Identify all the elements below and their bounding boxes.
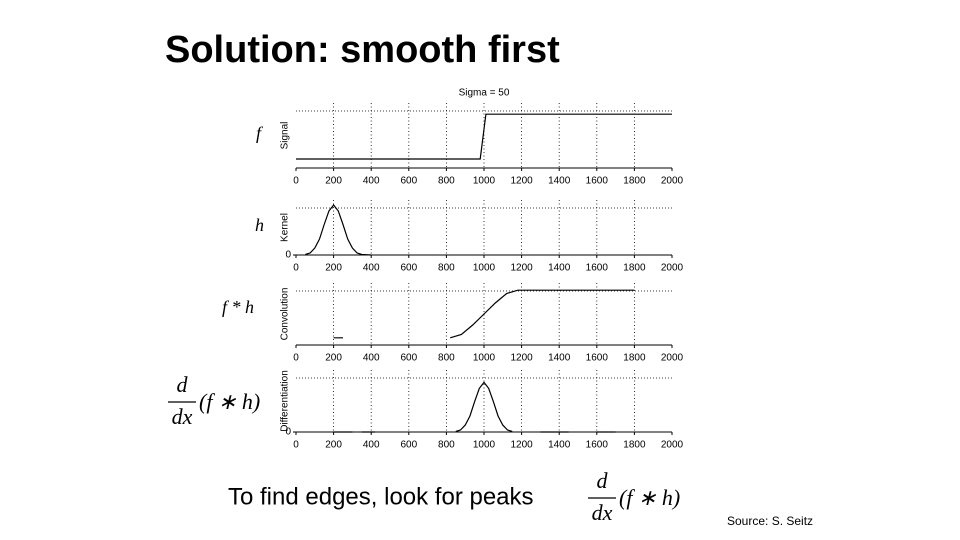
x-tick-label: 200 [325,176,342,187]
x-tick-label: 1200 [510,176,533,187]
y-axis-label: Kernel [280,213,291,242]
frac-arg: (f ∗ h) [619,485,680,510]
x-tick-label: 1400 [548,440,571,451]
x-tick-label: 600 [400,440,417,451]
plot-title: Sigma = 50 [459,88,510,99]
x-tick-label: 800 [438,176,455,187]
x-tick-label: 2000 [661,263,684,274]
x-tick-label: 200 [325,353,342,364]
x-tick-label: 800 [438,440,455,451]
x-tick-label: 400 [363,176,380,187]
x-tick-label: 1000 [473,176,496,187]
label-h: h [255,215,264,235]
x-tick-label: 1000 [473,440,496,451]
caption-formula: d dx (f ∗ h) [588,468,680,525]
x-tick-label: 1200 [510,353,533,364]
curve [333,289,635,339]
y-tick-label: 0 [285,250,291,261]
x-tick-label: 1600 [586,263,609,274]
x-tick-label: 1600 [586,353,609,364]
label-fh: f * h [222,297,254,317]
frac-arg: (f ∗ h) [199,389,260,414]
x-tick-label: 400 [363,353,380,364]
curve [333,381,616,433]
frac-den: dx [172,404,193,429]
x-tick-label: 1600 [586,176,609,187]
y-axis-label: Convolution [280,288,291,341]
x-tick-label: 0 [293,440,299,451]
x-tick-label: 0 [293,263,299,274]
x-tick-label: 400 [363,263,380,274]
derivative-label: d dx (f ∗ h) [168,372,260,429]
x-tick-label: 1000 [473,263,496,274]
y-axis-label: Differentiation [280,370,291,432]
frac-num: d [597,468,609,493]
x-tick-label: 1000 [473,353,496,364]
x-tick-label: 800 [438,353,455,364]
x-tick-label: 0 [293,353,299,364]
plot: Kernel 0 200 400 600 800 1000 1200 1400 1600 1800 2… [280,200,684,274]
curve [296,113,672,160]
x-tick-label: 2000 [661,176,684,187]
x-tick-label: 2000 [661,440,684,451]
x-tick-label: 1800 [623,353,646,364]
label-f: f [256,123,264,143]
x-tick-label: 1800 [623,176,646,187]
x-tick-label: 600 [400,263,417,274]
x-tick-label: 200 [325,440,342,451]
x-tick-label: 1800 [623,263,646,274]
x-tick-label: 1400 [548,176,571,187]
x-tick-label: 2000 [661,353,684,364]
y-tick-label: 0 [285,427,291,438]
x-tick-label: 1400 [548,263,571,274]
slide-title: Solution: smooth first [165,29,560,71]
x-tick-label: 1600 [586,440,609,451]
x-tick-label: 1400 [548,353,571,364]
x-tick-label: 200 [325,263,342,274]
curve [305,204,372,256]
x-tick-label: 1800 [623,440,646,451]
x-tick-label: 1200 [510,263,533,274]
source: Source: S. Seitz [727,514,813,528]
caption: To find edges, look for peaks [228,483,534,510]
x-tick-label: 800 [438,263,455,274]
x-tick-label: 1200 [510,440,533,451]
frac-num: d [177,372,189,397]
plot: Convolution 0 200 400 600 800 1000 1200 1400 1600… [280,283,684,364]
y-axis-label: Signal [280,122,291,150]
plot: Sigma = 50 Signal 0 200 400 600 800 1000 1200 140… [280,88,684,187]
x-tick-label: 600 [400,353,417,364]
x-tick-label: 0 [293,176,299,187]
x-tick-label: 400 [363,440,380,451]
frac-den: dx [592,500,613,525]
x-tick-label: 600 [400,176,417,187]
